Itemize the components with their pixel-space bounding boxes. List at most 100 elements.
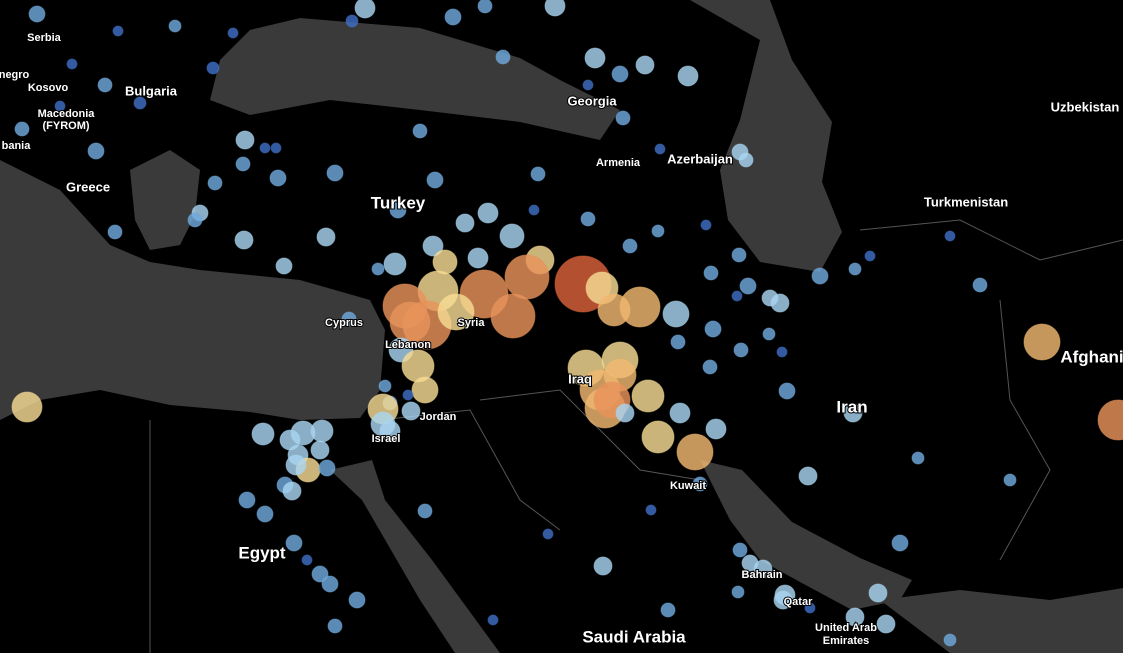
border: [379, 409, 561, 531]
label: Kosovo: [28, 82, 69, 94]
bubble: [972, 277, 988, 293]
bubble: [848, 262, 862, 276]
bubble: [677, 65, 699, 87]
label: Macedonia: [38, 108, 96, 120]
bubble: [168, 19, 182, 33]
label: Iran: [836, 397, 867, 416]
caspian-sea: [690, 0, 842, 272]
label: Turkmenistan: [924, 194, 1008, 209]
bubble: [107, 224, 123, 240]
bubble: [54, 100, 66, 112]
bubble: [444, 8, 462, 26]
bubble: [383, 252, 407, 276]
bubble: [582, 79, 594, 91]
bubble: [943, 633, 957, 647]
bubble: [499, 223, 525, 249]
bubble: [327, 618, 343, 634]
bubble: [703, 265, 719, 281]
bubble: [270, 142, 282, 154]
bubble: [477, 202, 499, 224]
bubble: [504, 254, 550, 300]
bubble: [615, 403, 635, 423]
label: Afghani: [1060, 347, 1123, 366]
bubble: [348, 591, 366, 609]
bubble: [422, 235, 444, 257]
bubble: [285, 534, 303, 552]
border: [859, 219, 1123, 261]
bubble: [704, 320, 722, 338]
bubble: [641, 420, 675, 454]
bubble: [843, 403, 863, 423]
bubble: [804, 602, 816, 614]
bubble: [187, 212, 203, 228]
bubble: [370, 411, 396, 437]
bubble: [251, 422, 275, 446]
black-sea: [210, 18, 620, 140]
bubble: [733, 342, 749, 358]
bubble: [615, 110, 631, 126]
label: (FYROM): [42, 120, 89, 132]
label: Bahrain: [742, 569, 783, 581]
bubble: [692, 476, 708, 492]
bubble: [341, 311, 357, 327]
bubble: [773, 590, 793, 610]
label: Armenia: [596, 157, 641, 169]
bubble: [455, 213, 475, 233]
bubble: [234, 230, 254, 250]
bubble: [731, 247, 747, 263]
label: Serbia: [27, 32, 62, 44]
bubble: [495, 49, 511, 65]
bubble: [11, 391, 43, 423]
bubble: [544, 0, 566, 17]
bubble: [753, 559, 773, 579]
bubble: [651, 224, 665, 238]
bubble: [227, 27, 239, 39]
bubble: [477, 0, 493, 14]
bubble: [670, 334, 686, 350]
bubble: [345, 14, 359, 28]
bubble: [487, 614, 499, 626]
bubble: [868, 583, 888, 603]
bubble: [285, 454, 307, 476]
bubble: [891, 534, 909, 552]
bubble: [275, 257, 293, 275]
bubble: [301, 554, 313, 566]
label: Lebanon: [385, 339, 431, 351]
bubble: [778, 382, 796, 400]
label: Syria: [458, 317, 486, 329]
persian-gulf: [700, 460, 912, 610]
bubble: [738, 152, 754, 168]
bubble: [14, 121, 30, 137]
bubble: [1023, 323, 1061, 361]
bubble: [402, 389, 414, 401]
bubble: [645, 504, 657, 516]
bubble: [705, 418, 727, 440]
bubble: [944, 230, 956, 242]
bubble: [28, 5, 46, 23]
label: Uzbekistan: [1051, 99, 1120, 114]
bubble: [411, 376, 439, 404]
bubble: [371, 262, 385, 276]
bubble: [389, 201, 407, 219]
bubble: [310, 440, 330, 460]
label: United Arab: [815, 622, 877, 634]
bubble: [316, 227, 336, 247]
bubble: [326, 164, 344, 182]
bubble: [401, 401, 421, 421]
bubble: [770, 293, 790, 313]
bubble: [580, 211, 596, 227]
bubble: [269, 169, 287, 187]
bubble: [593, 556, 613, 576]
bubble: [282, 481, 302, 501]
aegean-sea: [130, 150, 200, 250]
bubble: [256, 505, 274, 523]
border: [999, 299, 1051, 561]
bubble: [437, 293, 475, 331]
bubble: [310, 419, 334, 443]
bubble: [798, 466, 818, 486]
bubble: [1003, 473, 1017, 487]
label: Saudi Arabia: [582, 627, 686, 646]
bubble: [206, 61, 220, 75]
bubble: [776, 346, 788, 358]
